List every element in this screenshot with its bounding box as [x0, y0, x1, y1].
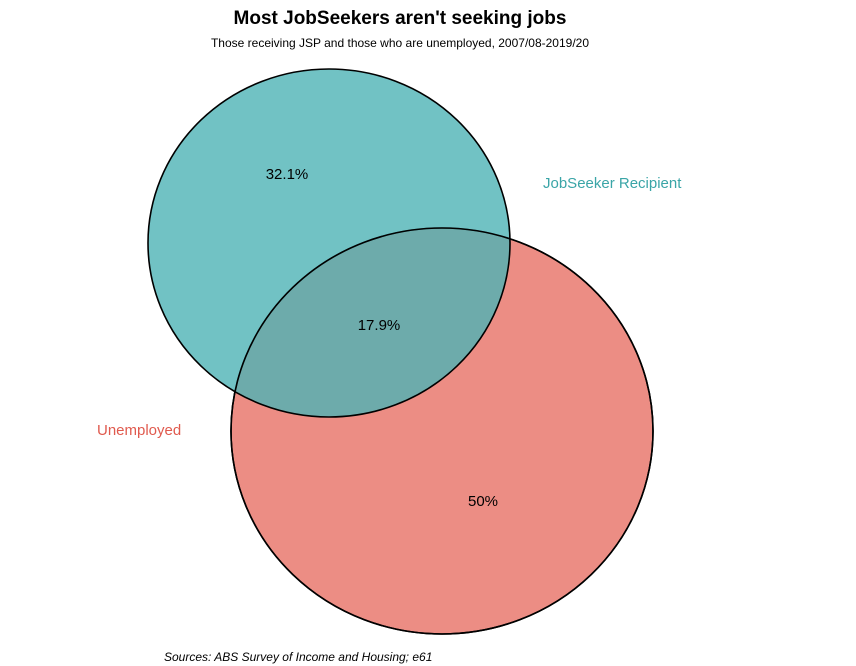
jobseeker-only-value: 32.1% [266, 166, 309, 183]
unemployed-set-label: Unemployed [97, 422, 181, 439]
jobseeker-set-label: JobSeeker Recipient [543, 175, 682, 192]
chart-title: Most JobSeekers aren't seeking jobs [233, 8, 567, 29]
unemployed-only-value: 50% [468, 493, 498, 510]
source-caption: Sources: ABS Survey of Income and Housin… [164, 650, 433, 664]
chart-subtitle: Those receiving JSP and those who are un… [210, 36, 590, 50]
overlap-value: 17.9% [358, 317, 401, 334]
jobseeker-circle [147, 68, 511, 418]
unemployed-circle-outline [230, 227, 654, 635]
